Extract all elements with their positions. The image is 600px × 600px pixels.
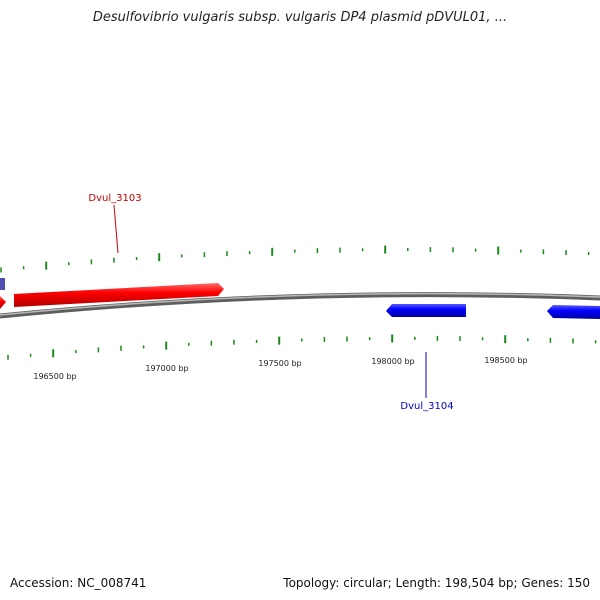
gene-dvul-3103[interactable]: [14, 283, 224, 307]
tick-label: 198000 bp: [371, 357, 414, 366]
gene-label-dvul-3103: Dvul_3103: [88, 193, 141, 204]
tick-label: 198500 bp: [484, 356, 527, 365]
topology-summary: Topology: circular; Length: 198,504 bp; …: [283, 576, 590, 590]
gene-partial-right-blue[interactable]: [547, 305, 600, 319]
map-title: Desulfovibrio vulgaris subsp. vulgaris D…: [92, 10, 508, 25]
leader-dvul-3103: [113, 204, 119, 254]
tick-label: 196500 bp: [33, 372, 76, 381]
gene-partial-left-red[interactable]: [0, 296, 6, 309]
gene-partial-left-purple[interactable]: [0, 278, 5, 290]
backbone-arc-highlight: [0, 292, 600, 316]
tick-label: 197500 bp: [258, 359, 301, 368]
accession-text: Accession: NC_008741: [10, 576, 147, 590]
backbone-arc: [0, 292, 600, 319]
inner-ticks: [7, 334, 597, 360]
gene-dvul-3104[interactable]: [386, 304, 466, 317]
tick-label: 197000 bp: [145, 364, 188, 373]
outer-ticks: [0, 245, 590, 273]
gene-label-dvul-3104: Dvul_3104: [400, 401, 453, 412]
